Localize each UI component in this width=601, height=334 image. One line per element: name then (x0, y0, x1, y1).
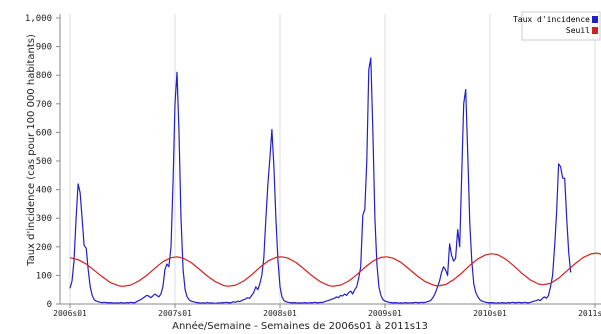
chart-axes (59, 14, 601, 305)
x-tick-label-1: 2007s01 (158, 309, 192, 318)
chart-legend: Taux d'incidence Seuil (513, 11, 601, 41)
y-tick-label-3: 300 (36, 214, 52, 224)
x-axis-ticks: 2006s01 2007s01 2008s01 2009s01 2010s01 2011s… (53, 304, 601, 318)
legend-swatch-incidence (592, 16, 598, 23)
y-tick-label-8: 800 (36, 71, 52, 81)
y-tick-label-7: 700 (36, 100, 52, 110)
y-tick-label-0: 0 (47, 300, 52, 310)
chart-grid (69, 14, 596, 304)
x-tick-label-2: 2008s01 (263, 309, 297, 318)
x-tick-label-4: 2010s01 (473, 309, 507, 318)
legend-label-seuil: Seuil (566, 26, 590, 35)
x-tick-label-3: 2009s01 (368, 309, 402, 318)
y-tick-label-6: 600 (36, 128, 52, 138)
series-line-incidence (69, 57, 572, 304)
y-axis-title: Taux d'incidence (cas pour 100 000 habit… (26, 34, 37, 267)
legend-label-incidence: Taux d'incidence (513, 15, 590, 24)
series-line-seuil (69, 252, 601, 287)
chart-series (69, 57, 601, 304)
legend-swatch-seuil (592, 27, 598, 34)
y-tick-label-10: 1,000 (25, 14, 52, 24)
x-axis-title: Année/Semaine - Semaines de 2006s01 à 20… (172, 320, 428, 332)
y-tick-label-9: 900 (36, 43, 52, 53)
x-tick-label-0: 2006s01 (53, 309, 87, 318)
y-tick-label-5: 500 (36, 157, 52, 167)
x-tick-label-5: 2011s01 (578, 309, 601, 318)
y-axis-ticks: 0 100 200 300 400 500 600 700 800 900 1,000 (25, 14, 60, 310)
y-tick-label-4: 400 (36, 186, 52, 196)
y-tick-label-2: 200 (36, 243, 52, 253)
legend-box (521, 11, 601, 41)
y-tick-label-1: 100 (36, 271, 52, 281)
